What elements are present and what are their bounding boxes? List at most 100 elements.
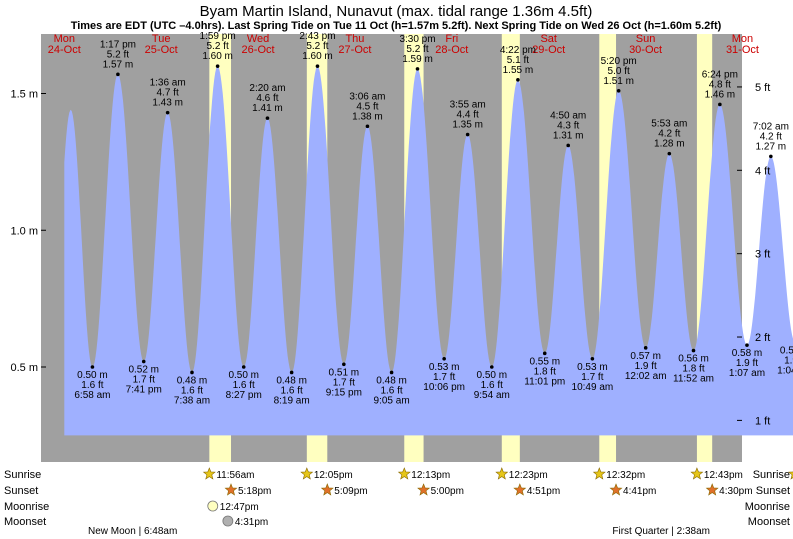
low-tide-label: 0.48 m <box>177 375 208 386</box>
day-of-week-label: Sat <box>540 33 557 45</box>
chart-title: Byam Martin Island, Nunavut (max. tidal … <box>200 3 593 20</box>
low-tide-label: 11:01 pm <box>524 376 565 387</box>
high-tide-label: 4.7 ft <box>157 88 179 99</box>
sunset-time: 5:09pm <box>334 486 367 497</box>
moonset-time: 4:31pm <box>235 517 268 528</box>
low-tide-label: 1.6 ft <box>181 385 203 396</box>
day-of-week-label: Wed <box>247 33 269 45</box>
low-tide-label: 6:58 am <box>74 390 110 401</box>
tide-point <box>769 154 773 159</box>
sunrise-time: 12:32pm <box>606 470 645 481</box>
row-label-right: Moonrise <box>745 501 790 513</box>
tide-point <box>745 343 749 347</box>
high-tide-label: 1.60 m <box>302 51 333 62</box>
sunrise-time: 12:23pm <box>509 470 548 481</box>
sunset-icon <box>417 483 431 496</box>
right-axis-tick-label: 1 ft <box>755 415 770 427</box>
tide-point <box>465 132 470 137</box>
high-tide-label: 4.3 ft <box>557 120 579 131</box>
row-label-left: Moonrise <box>4 501 49 513</box>
high-tide-label: 1.35 m <box>452 120 483 131</box>
tide-point <box>590 356 595 361</box>
sunrise-icon <box>690 467 704 480</box>
low-tide-label: 7:38 am <box>174 395 210 406</box>
high-tide-label: 1.43 m <box>152 98 183 109</box>
high-tide-label: 1.59 m <box>402 54 433 65</box>
right-axis-tick-label: 5 ft <box>755 82 770 94</box>
low-tide-label: 1.7 ft <box>133 375 155 386</box>
high-tide-label: 7:02 am <box>753 121 789 132</box>
tide-point <box>215 64 220 68</box>
low-tide-label: 1.7 ft <box>433 372 455 383</box>
axes: 0.5 m 1.0 m 1.5 m 1 ft 2 ft 3 ft 4 ft 5 ft <box>10 82 770 427</box>
tide-point <box>365 124 370 129</box>
tide-point <box>489 365 494 369</box>
low-tide-label: 1.6 ft <box>233 380 255 391</box>
high-tide-label: 1.28 m <box>654 139 685 150</box>
right-axis-tick-label: 4 ft <box>755 165 770 177</box>
sunset-icon <box>513 483 527 496</box>
tide-point <box>315 64 320 68</box>
tide-point <box>241 365 246 369</box>
low-tide-label: 12:02 am <box>625 371 667 382</box>
tide-point <box>643 346 648 350</box>
tide-point <box>389 370 394 375</box>
low-tide-label: 0.48 m <box>376 375 407 386</box>
chart-subtitle: Times are EDT (UTC –4.0hrs). Last Spring… <box>71 20 722 32</box>
low-tide-label: 1.9 ft <box>736 358 758 369</box>
low-tide-label: 0.53 m <box>429 362 460 373</box>
low-tide-label: 1.6 ft <box>481 380 503 391</box>
tide-point <box>415 67 420 71</box>
low-tide-label: 0.53 m <box>577 362 608 373</box>
low-tide-label: 0.48 m <box>276 375 307 386</box>
tide-point <box>667 151 672 156</box>
low-tide-label: 8:19 am <box>274 395 310 406</box>
low-tide-label: 10:06 pm <box>423 382 465 393</box>
low-tide-label: 0.56 m <box>678 354 709 365</box>
tide-point <box>542 351 547 356</box>
low-tide-label: 0.57 m <box>630 351 661 362</box>
row-label-left: Sunset <box>4 485 38 497</box>
low-tide-label: 0.50 m <box>228 370 259 381</box>
tide-point <box>516 78 520 82</box>
low-tide-label: 0.50 m <box>476 370 507 381</box>
low-tide-label: 7:41 pm <box>126 385 162 396</box>
moonrise-icon <box>207 500 219 512</box>
high-tide-label: 4.2 ft <box>760 131 782 142</box>
high-tide-label: 1:59 pm <box>200 31 236 42</box>
sunrise-time: 12:43pm <box>704 470 743 481</box>
high-tide-label: 1.51 m <box>603 76 634 87</box>
high-tide-label: 6:24 pm <box>702 69 738 80</box>
tide-point <box>190 370 194 375</box>
tide-point <box>165 110 170 115</box>
high-tide-label: 5:53 am <box>651 119 687 130</box>
sunrise-icon <box>592 467 606 480</box>
day-of-week-label: Sun <box>636 33 656 45</box>
tide-labels: 0.50 m1.6 ft6:58 am1:17 pm5.2 ft1.57 m0.… <box>74 31 793 406</box>
high-tide-label: 4.8 ft <box>709 79 731 90</box>
low-tide-label: 10:49 am <box>572 382 614 393</box>
moonrise-time: 12:47pm <box>220 502 259 513</box>
tide-curve <box>64 66 793 436</box>
tide-point <box>116 72 120 77</box>
sunrise-icon <box>397 467 411 480</box>
low-tide-label: 9:54 am <box>474 390 510 401</box>
sunset-time: 4:30pm <box>719 486 752 497</box>
high-tide-label: 4.5 ft <box>356 101 378 112</box>
sunset-time: 5:00pm <box>431 486 464 497</box>
high-tide-label: 4:22 pm <box>500 45 536 56</box>
high-tide-label: 4.6 ft <box>256 93 278 104</box>
low-tide-label: 0.51 m <box>329 367 360 378</box>
tide-point <box>289 370 294 375</box>
day-date-label: 25-Oct <box>145 44 178 56</box>
high-tide-label: 5.2 ft <box>206 41 228 52</box>
day-date-label: 26-Oct <box>242 44 275 56</box>
day-labels: Mon24-OctTue25-OctWed26-OctThu27-OctFri2… <box>48 33 759 56</box>
day-of-week-label: Tue <box>152 33 171 45</box>
high-tide-label: 5.0 ft <box>608 66 630 77</box>
high-tide-label: 5.2 ft <box>107 49 129 60</box>
day-date-label: 24-Oct <box>48 44 81 56</box>
left-axis-tick-label: 1.5 m <box>10 89 38 101</box>
low-tide-label: 1.7 ft <box>333 377 355 388</box>
